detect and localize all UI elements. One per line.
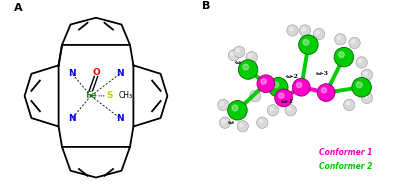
Text: N: N — [116, 69, 124, 78]
Text: N: N — [68, 69, 76, 78]
Circle shape — [317, 84, 335, 101]
Circle shape — [352, 77, 371, 97]
Circle shape — [257, 75, 275, 93]
Circle shape — [270, 107, 273, 111]
Text: Conformer 2: Conformer 2 — [319, 162, 372, 171]
Circle shape — [352, 40, 355, 43]
Circle shape — [287, 25, 298, 36]
Circle shape — [344, 99, 355, 111]
Circle shape — [335, 34, 346, 45]
Circle shape — [267, 105, 279, 116]
Circle shape — [228, 100, 247, 120]
Circle shape — [361, 69, 373, 81]
Circle shape — [222, 120, 225, 123]
Circle shape — [289, 27, 293, 31]
Text: Fe: Fe — [85, 91, 97, 100]
Circle shape — [337, 36, 341, 40]
Circle shape — [334, 47, 354, 67]
Circle shape — [220, 102, 224, 105]
Circle shape — [234, 46, 245, 57]
Circle shape — [321, 88, 326, 93]
Circle shape — [361, 92, 373, 104]
Text: A: A — [14, 3, 23, 13]
Circle shape — [356, 57, 367, 68]
Text: ω-3: ω-3 — [316, 71, 329, 75]
Circle shape — [238, 60, 258, 79]
Circle shape — [243, 64, 248, 70]
Circle shape — [338, 52, 344, 58]
Text: ω: ω — [227, 120, 233, 125]
Text: ω: ω — [234, 60, 240, 65]
Text: Conformer 1: Conformer 1 — [319, 148, 372, 157]
Circle shape — [240, 123, 243, 126]
Text: B: B — [202, 1, 210, 11]
Circle shape — [275, 89, 292, 107]
Circle shape — [316, 31, 319, 34]
Circle shape — [303, 39, 309, 45]
Text: O: O — [92, 68, 100, 77]
Circle shape — [261, 79, 266, 84]
Circle shape — [259, 120, 262, 123]
Circle shape — [299, 35, 318, 55]
Text: N: N — [68, 113, 76, 122]
Circle shape — [232, 105, 238, 111]
Circle shape — [228, 50, 240, 61]
Circle shape — [285, 105, 296, 116]
Circle shape — [246, 51, 257, 63]
Circle shape — [268, 77, 288, 97]
Circle shape — [356, 82, 362, 88]
Circle shape — [257, 117, 268, 128]
Circle shape — [313, 28, 325, 40]
Circle shape — [358, 59, 362, 63]
Circle shape — [236, 49, 240, 52]
Circle shape — [364, 72, 367, 75]
Circle shape — [273, 82, 279, 88]
Circle shape — [302, 27, 305, 31]
Text: S: S — [106, 91, 113, 100]
Circle shape — [292, 78, 310, 96]
Circle shape — [299, 25, 310, 36]
Circle shape — [231, 52, 234, 56]
Circle shape — [364, 95, 367, 98]
Circle shape — [237, 121, 248, 132]
Circle shape — [279, 93, 284, 98]
Circle shape — [219, 117, 231, 128]
Circle shape — [218, 99, 229, 111]
Circle shape — [250, 90, 261, 102]
Circle shape — [248, 54, 252, 57]
Circle shape — [349, 37, 360, 48]
Circle shape — [346, 102, 350, 105]
Circle shape — [252, 93, 256, 96]
Text: N: N — [116, 113, 124, 122]
Text: CH₃: CH₃ — [119, 91, 133, 100]
Text: ω-2: ω-2 — [286, 74, 299, 79]
Circle shape — [288, 107, 291, 111]
Circle shape — [296, 82, 302, 88]
Text: ω-1: ω-1 — [280, 99, 294, 104]
